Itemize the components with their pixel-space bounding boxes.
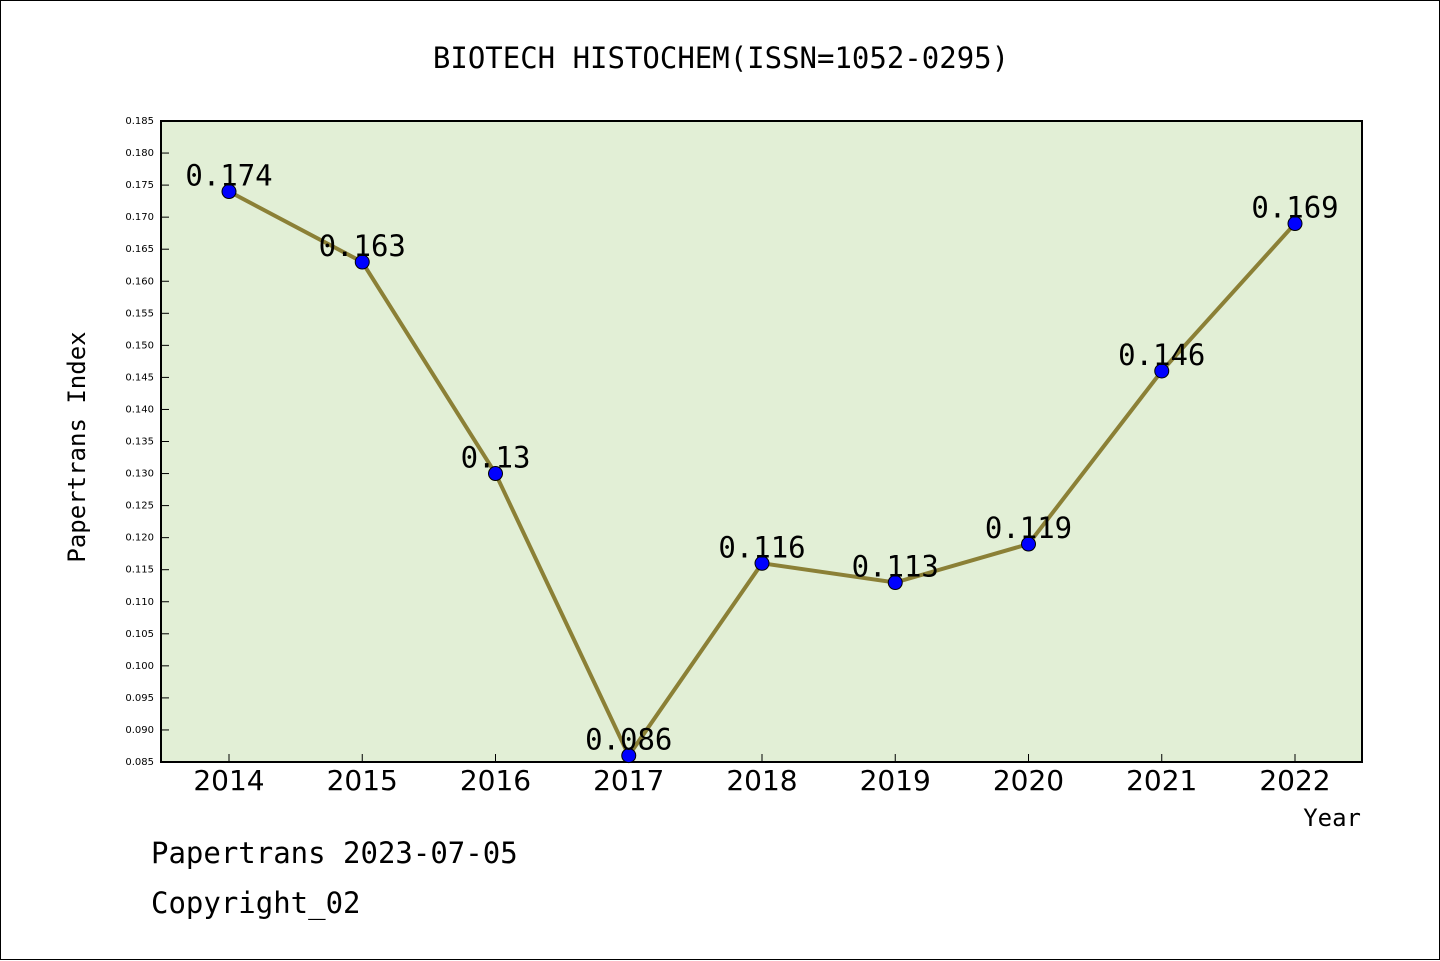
y-tick-label: 0.110 — [125, 597, 154, 608]
x-tick-label: 2018 — [726, 764, 797, 797]
data-label: 0.086 — [585, 723, 672, 757]
y-tick-label: 0.090 — [125, 725, 154, 736]
data-point — [1287, 216, 1303, 232]
data-label: 0.116 — [718, 530, 805, 564]
y-tick-label: 0.180 — [125, 148, 154, 159]
data-labels: 0.174 0.163 0.13 0.086 0.116 0.113 0.119 0.146 0… — [185, 159, 1338, 757]
y-tick-label: 0.130 — [125, 469, 154, 480]
y-axis: 0.085 0.090 0.095 0.100 0.105 0.110 0.115 0.120… — [125, 116, 169, 768]
x-tick-label: 2016 — [460, 764, 531, 797]
y-tick-label: 0.095 — [125, 693, 154, 704]
y-tick-label: 0.085 — [125, 757, 154, 768]
y-tick-label: 0.175 — [125, 180, 154, 191]
footer-copyright: Copyright_02 — [151, 886, 361, 920]
data-label: 0.169 — [1251, 191, 1338, 225]
x-tick-label: 2019 — [860, 764, 931, 797]
y-tick-label: 0.160 — [125, 276, 154, 287]
y-tick-label: 0.105 — [125, 629, 154, 640]
x-axis-label: Year — [1303, 804, 1361, 832]
x-tick-label: 2021 — [1126, 764, 1197, 797]
data-label: 0.146 — [1118, 338, 1205, 372]
data-label: 0.119 — [985, 511, 1072, 545]
data-label: 0.163 — [319, 229, 406, 263]
data-point — [621, 748, 637, 764]
y-tick-label: 0.155 — [125, 308, 154, 319]
y-tick-label: 0.145 — [125, 372, 154, 383]
y-tick-label: 0.100 — [125, 661, 154, 672]
plot-area — [160, 120, 1363, 763]
y-tick-label: 0.185 — [125, 116, 154, 127]
footer-date: Papertrans 2023-07-05 — [151, 836, 518, 870]
x-tick-label: 2014 — [193, 764, 264, 797]
y-tick-label: 0.165 — [125, 244, 154, 255]
data-point — [221, 184, 237, 200]
data-point — [887, 575, 903, 591]
x-tick-label: 2020 — [993, 764, 1064, 797]
y-tick-label: 0.140 — [125, 404, 154, 415]
x-tick-label: 2017 — [593, 764, 664, 797]
y-tick-label: 0.150 — [125, 340, 154, 351]
data-point — [354, 254, 370, 270]
data-point — [754, 555, 770, 571]
y-tick-label: 0.125 — [125, 501, 154, 512]
chart-title: BIOTECH HISTOCHEM(ISSN=1052-0295) — [433, 41, 1009, 75]
x-tick-label: 2022 — [1259, 764, 1330, 797]
data-label: 0.113 — [852, 550, 939, 584]
data-points — [221, 184, 1303, 764]
y-tick-label: 0.170 — [125, 212, 154, 223]
y-tick-label: 0.120 — [125, 533, 154, 544]
y-axis-label: Papertrans Index — [63, 331, 91, 562]
y-tick-label: 0.115 — [125, 565, 154, 576]
data-label: 0.174 — [185, 159, 272, 193]
data-point — [1021, 536, 1036, 552]
data-point — [1154, 363, 1170, 379]
data-point — [488, 466, 503, 482]
data-label: 0.13 — [461, 441, 531, 475]
y-tick-label: 0.135 — [125, 437, 154, 448]
x-axis: 2014 2015 2016 2017 2018 2019 2020 2021 2022 — [193, 754, 1331, 797]
x-tick-label: 2015 — [327, 764, 398, 797]
